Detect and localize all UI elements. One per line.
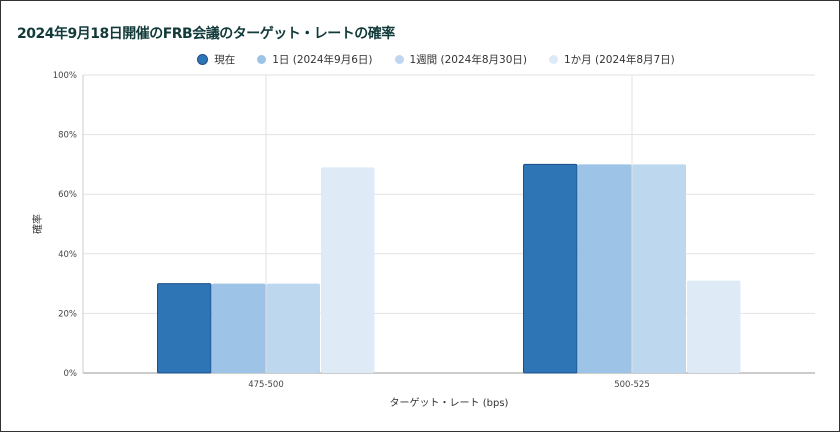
legend-item[interactable]: 現在 bbox=[197, 52, 235, 67]
bar bbox=[157, 283, 212, 374]
legend-label: 現在 bbox=[214, 54, 236, 66]
legend-swatch bbox=[394, 55, 404, 64]
bar bbox=[687, 280, 741, 373]
bar bbox=[266, 283, 320, 373]
x-tick-label: 500-525 bbox=[614, 380, 650, 390]
y-tick-label: 40% bbox=[58, 250, 77, 260]
legend-label: 1週間 (2024年8月30日) bbox=[409, 54, 527, 66]
y-tick-label: 20% bbox=[58, 309, 77, 319]
legend-label: 1日 (2024年9月6日) bbox=[272, 54, 373, 66]
bar bbox=[523, 163, 578, 374]
bar bbox=[321, 167, 375, 373]
bar bbox=[212, 283, 266, 373]
y-tick-label: 60% bbox=[58, 190, 77, 200]
x-axis-label: ターゲット・レート (bps) bbox=[390, 397, 509, 409]
legend-item[interactable]: 1週間 (2024年8月30日) bbox=[394, 52, 527, 67]
bar bbox=[578, 164, 632, 373]
legend-swatch bbox=[197, 54, 209, 65]
y-tick-label: 100% bbox=[53, 71, 77, 81]
legend-label: 1か月 (2024年8月7日) bbox=[563, 54, 675, 66]
bar bbox=[632, 164, 686, 373]
y-axis-label: 確率 bbox=[31, 214, 44, 234]
legend-swatch bbox=[548, 55, 558, 64]
chart-title: 2024年9月18日開催のFRB会議のターゲット・レートの確率 bbox=[17, 26, 395, 42]
legend-item[interactable]: 1日 (2024年9月6日) bbox=[257, 52, 373, 67]
legend: 現在 1日 (2024年9月6日) 1週間 (2024年8月30日) 1か月 (202… bbox=[1, 52, 839, 67]
y-tick-label: 0% bbox=[64, 369, 78, 379]
y-tick-label: 80% bbox=[58, 131, 77, 141]
legend-item[interactable]: 1か月 (2024年8月7日) bbox=[548, 52, 675, 67]
legend-swatch bbox=[257, 55, 267, 64]
x-tick-label: 475-500 bbox=[248, 380, 284, 390]
